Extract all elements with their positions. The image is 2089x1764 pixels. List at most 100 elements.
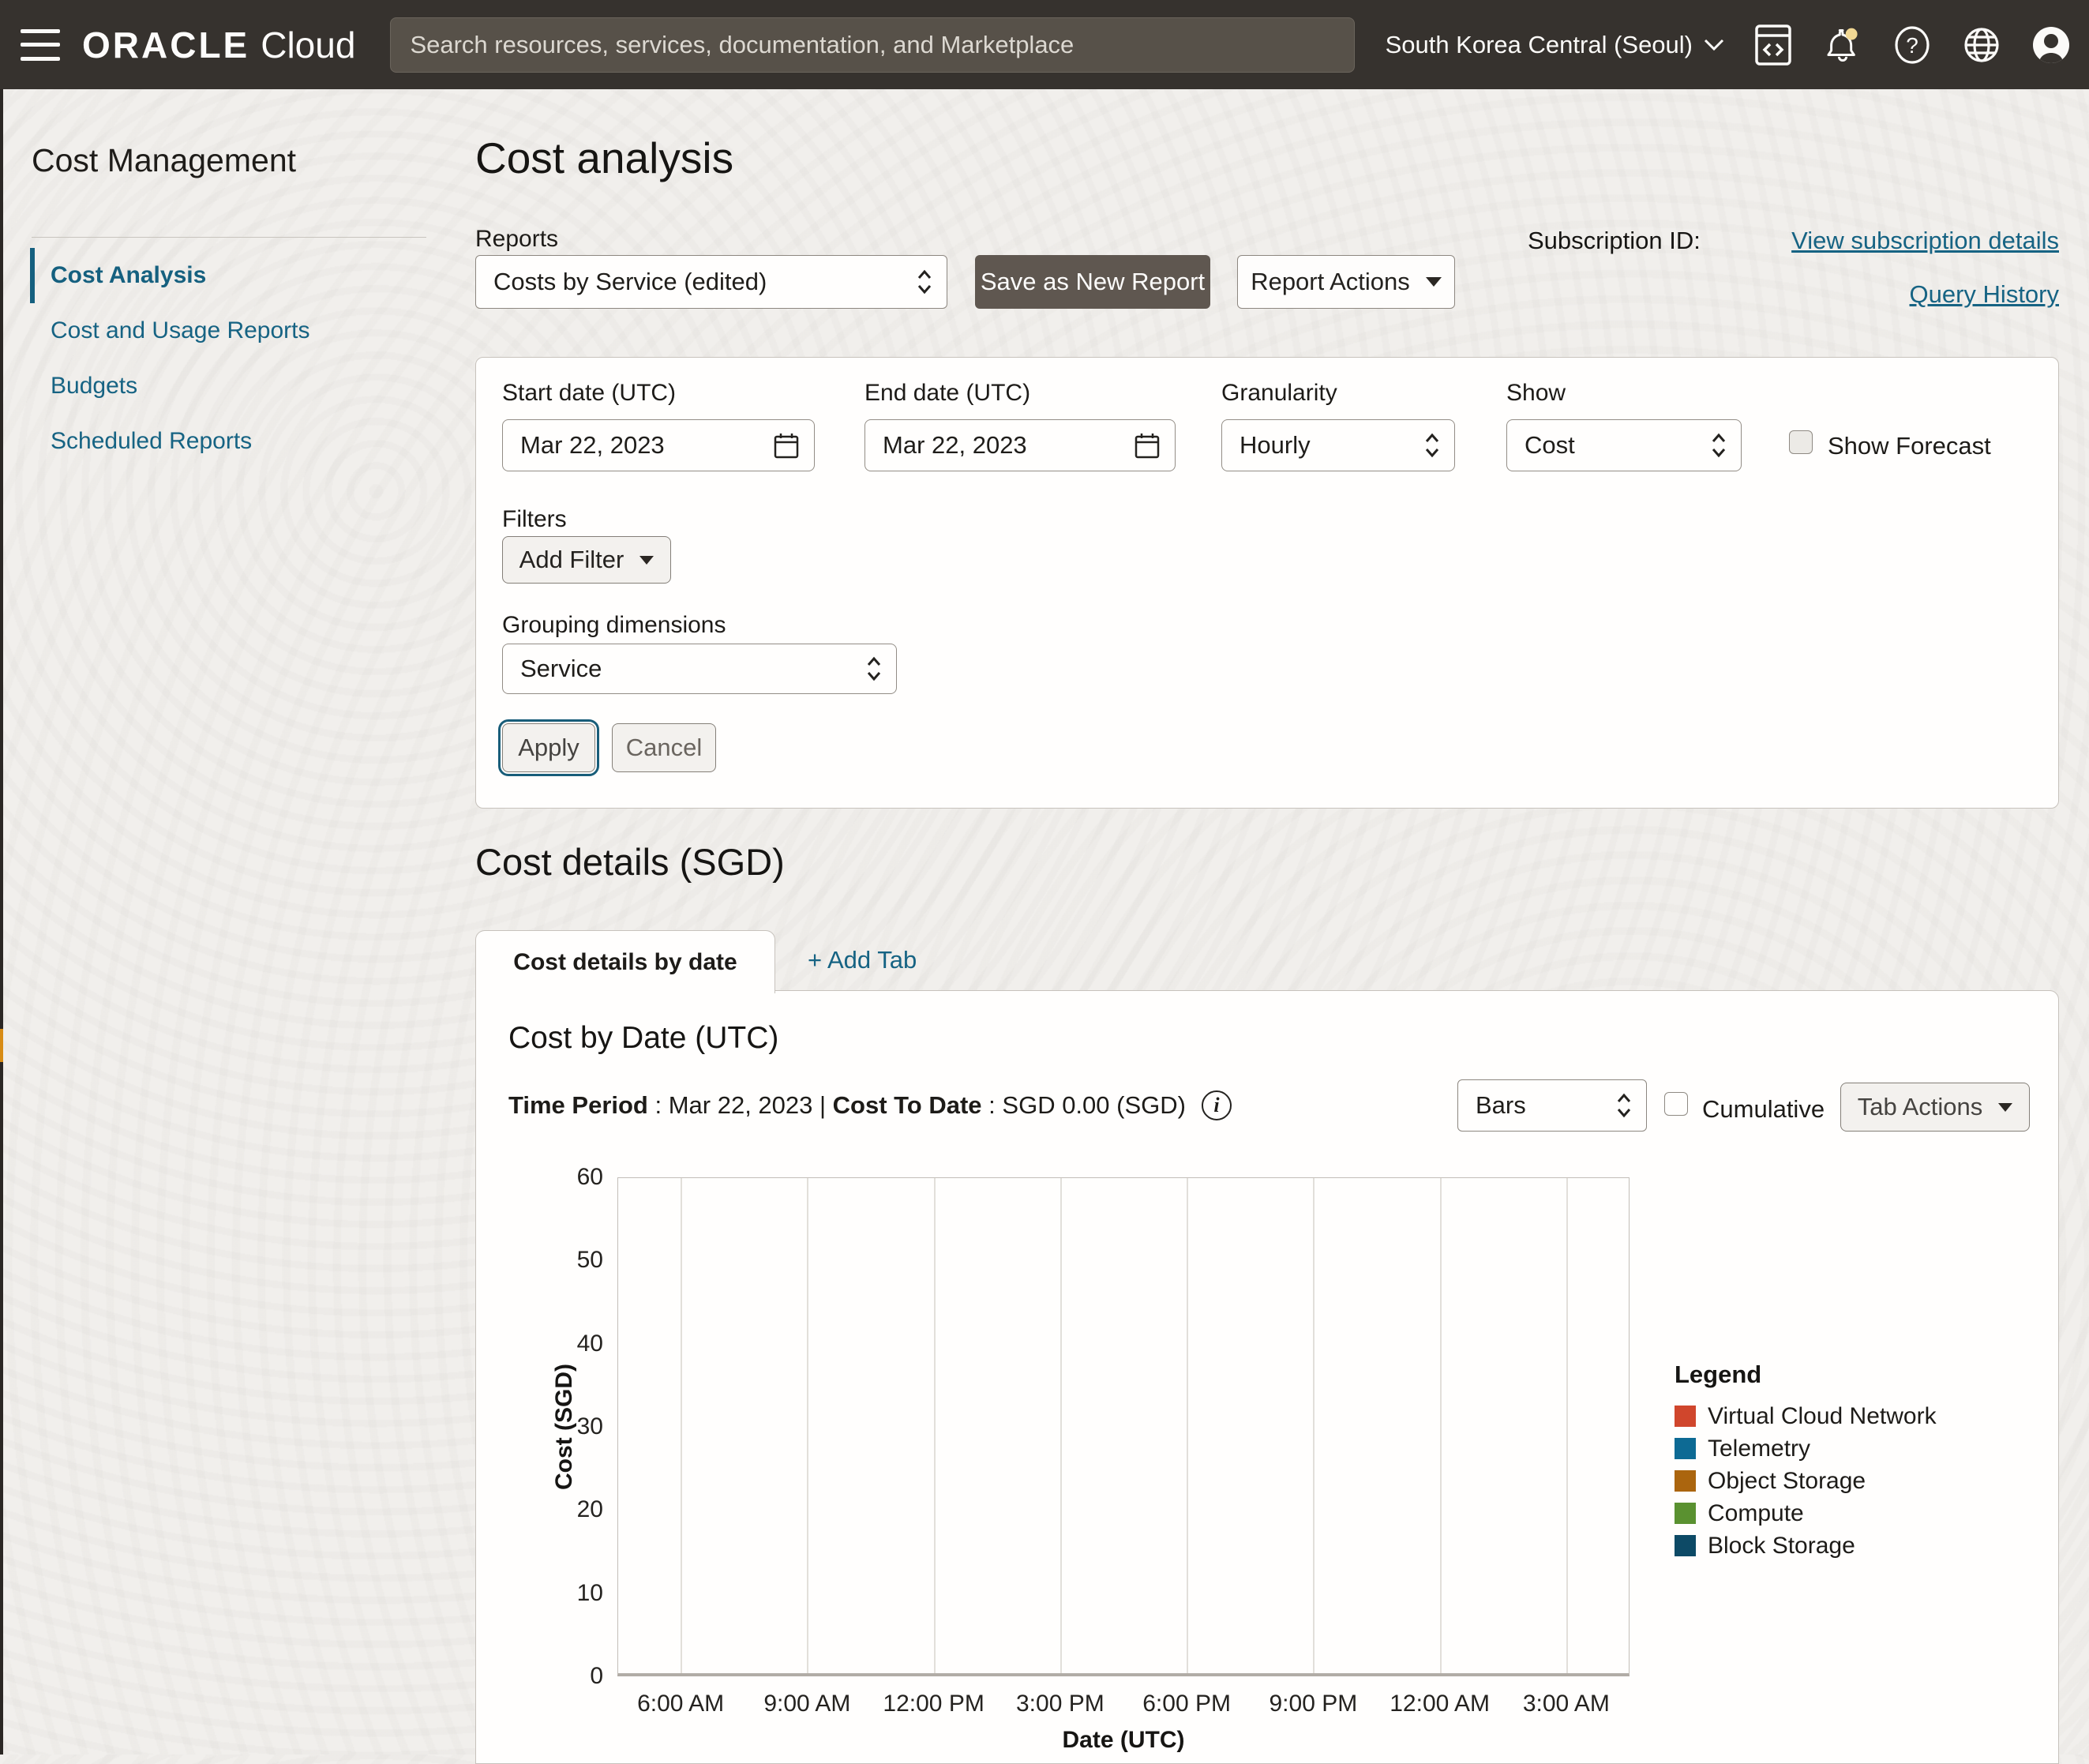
end-date-label: End date (UTC) [864, 380, 1031, 406]
x-tick-label: 6:00 AM [637, 1691, 725, 1717]
gridline [1439, 1178, 1442, 1673]
legend-swatch [1675, 1470, 1696, 1492]
legend-item-virtual-cloud-network: Virtual Cloud Network [1675, 1400, 1937, 1432]
sidebar-item-cost-analysis[interactable]: Cost Analysis [30, 248, 425, 303]
time-period-label: Time Period [508, 1091, 648, 1119]
info-icon[interactable]: i [1201, 1090, 1232, 1120]
x-tick-label: 3:00 PM [1016, 1691, 1105, 1717]
spinner-icon [867, 656, 881, 681]
chart-legend: Legend Virtual Cloud Network Telemetry Obj… [1675, 1361, 1937, 1562]
apply-button[interactable]: Apply [498, 719, 599, 776]
hamburger-menu-icon[interactable] [21, 28, 60, 61]
legend-swatch [1675, 1438, 1696, 1459]
hamburger-bar [21, 28, 60, 33]
search-input[interactable] [390, 17, 1356, 73]
region-label: South Korea Central (Seoul) [1385, 30, 1693, 58]
spinner-icon [917, 269, 932, 295]
filter-panel: Start date (UTC) Mar 22, 2023 End date (… [475, 357, 2059, 809]
reports-select-value: Costs by Service (edited) [493, 268, 767, 295]
bar-chart-plot-area [617, 1177, 1630, 1676]
x-axis-title: Date (UTC) [1062, 1727, 1185, 1753]
view-subscription-details-link[interactable]: View subscription details [1791, 227, 2059, 254]
gridline [933, 1178, 936, 1673]
calendar-icon [1135, 433, 1160, 459]
chevron-down-icon [1704, 39, 1724, 51]
add-tab-button[interactable]: + Add Tab [808, 946, 917, 974]
show-select[interactable]: Cost [1506, 419, 1742, 471]
notifications-bell-icon[interactable] [1822, 24, 1863, 66]
x-tick-label: 3:00 AM [1522, 1691, 1610, 1717]
user-profile-icon[interactable] [2031, 24, 2072, 66]
legend-swatch [1675, 1503, 1696, 1524]
sidebar-item-scheduled-reports[interactable]: Scheduled Reports [51, 428, 253, 454]
y-tick-label: 0 [590, 1663, 603, 1689]
cancel-button[interactable]: Cancel [612, 723, 716, 772]
query-history-link[interactable]: Query History [1909, 280, 2059, 308]
tab-actions-label: Tab Actions [1857, 1093, 1983, 1120]
show-value: Cost [1525, 431, 1575, 459]
legend-title: Legend [1675, 1361, 1762, 1388]
report-actions-button[interactable]: Report Actions [1237, 255, 1455, 309]
gridline [681, 1178, 683, 1673]
legend-label: Compute [1708, 1499, 1804, 1526]
spinner-icon [1617, 1093, 1631, 1118]
legend-item-block-storage: Block Storage [1675, 1529, 1937, 1562]
oracle-cloud-logo[interactable]: ORACLE Cloud [82, 24, 355, 66]
legend-label: Telemetry [1708, 1435, 1811, 1462]
cost-details-panel: Cost by Date (UTC) Time Period : Mar 22,… [475, 990, 2059, 1764]
developer-tools-icon[interactable] [1753, 24, 1794, 66]
subscription-id-label: Subscription ID: [1528, 227, 1701, 254]
separator: : [647, 1091, 669, 1119]
reports-select[interactable]: Costs by Service (edited) [475, 255, 947, 309]
gridline [1566, 1178, 1568, 1673]
left-strip-marker [0, 1029, 3, 1062]
spinner-icon [1425, 433, 1439, 458]
reports-label: Reports [475, 226, 559, 252]
add-filter-label: Add Filter [519, 546, 624, 573]
legend-swatch [1675, 1535, 1696, 1556]
region-selector[interactable]: South Korea Central (Seoul) [1386, 31, 1724, 59]
cost-to-date-label: Cost To Date [832, 1091, 982, 1119]
chart-type-value: Bars [1476, 1091, 1526, 1119]
add-filter-button[interactable]: Add Filter [502, 536, 671, 584]
gridline [1060, 1178, 1062, 1673]
save-as-new-report-button[interactable]: Save as New Report [975, 255, 1210, 309]
svg-text:?: ? [1906, 33, 1918, 58]
legend-item-object-storage: Object Storage [1675, 1465, 1937, 1497]
legend-label: Block Storage [1708, 1532, 1855, 1559]
x-tick-label: 6:00 PM [1142, 1691, 1231, 1717]
y-tick-label: 50 [576, 1247, 603, 1274]
granularity-select[interactable]: Hourly [1221, 419, 1455, 471]
start-date-label: Start date (UTC) [502, 380, 677, 406]
chart-type-select[interactable]: Bars [1457, 1079, 1647, 1132]
y-tick-label: 30 [576, 1413, 603, 1439]
x-tick-label: 12:00 PM [883, 1691, 984, 1717]
legend-swatch [1675, 1406, 1696, 1427]
chart-title: Cost by Date (UTC) [508, 1021, 779, 1055]
sidebar-divider [32, 237, 426, 238]
legend-label: Object Storage [1708, 1467, 1866, 1494]
tab-cost-details-by-date[interactable]: Cost details by date [475, 930, 775, 993]
start-date-input[interactable]: Mar 22, 2023 [502, 419, 815, 471]
language-globe-icon[interactable] [1961, 24, 2002, 66]
granularity-label: Granularity [1221, 380, 1337, 406]
y-tick-label: 60 [576, 1164, 603, 1190]
filters-label: Filters [502, 506, 567, 532]
tab-actions-button[interactable]: Tab Actions [1840, 1083, 2030, 1132]
sidebar-item-budgets[interactable]: Budgets [51, 373, 138, 399]
help-icon[interactable]: ? [1892, 24, 1933, 66]
show-forecast-checkbox[interactable] [1789, 430, 1813, 454]
cumulative-checkbox[interactable] [1664, 1092, 1688, 1116]
notification-dot [1845, 28, 1858, 39]
legend-items: Virtual Cloud Network Telemetry Object Sto… [1675, 1400, 1937, 1562]
grouping-dimensions-select[interactable]: Service [502, 644, 897, 694]
end-date-input[interactable]: Mar 22, 2023 [864, 419, 1176, 471]
show-forecast-label: Show Forecast [1828, 432, 1991, 460]
gridline [807, 1178, 809, 1673]
sidebar-item-cost-and-usage-reports[interactable]: Cost and Usage Reports [51, 317, 310, 343]
time-period-value: Mar 22, 2023 [668, 1091, 813, 1119]
left-edge-strip [0, 0, 3, 1755]
cost-details-heading: Cost details (SGD) [475, 841, 785, 883]
end-date-value: Mar 22, 2023 [883, 431, 1027, 459]
x-tick-label: 9:00 PM [1269, 1691, 1358, 1717]
